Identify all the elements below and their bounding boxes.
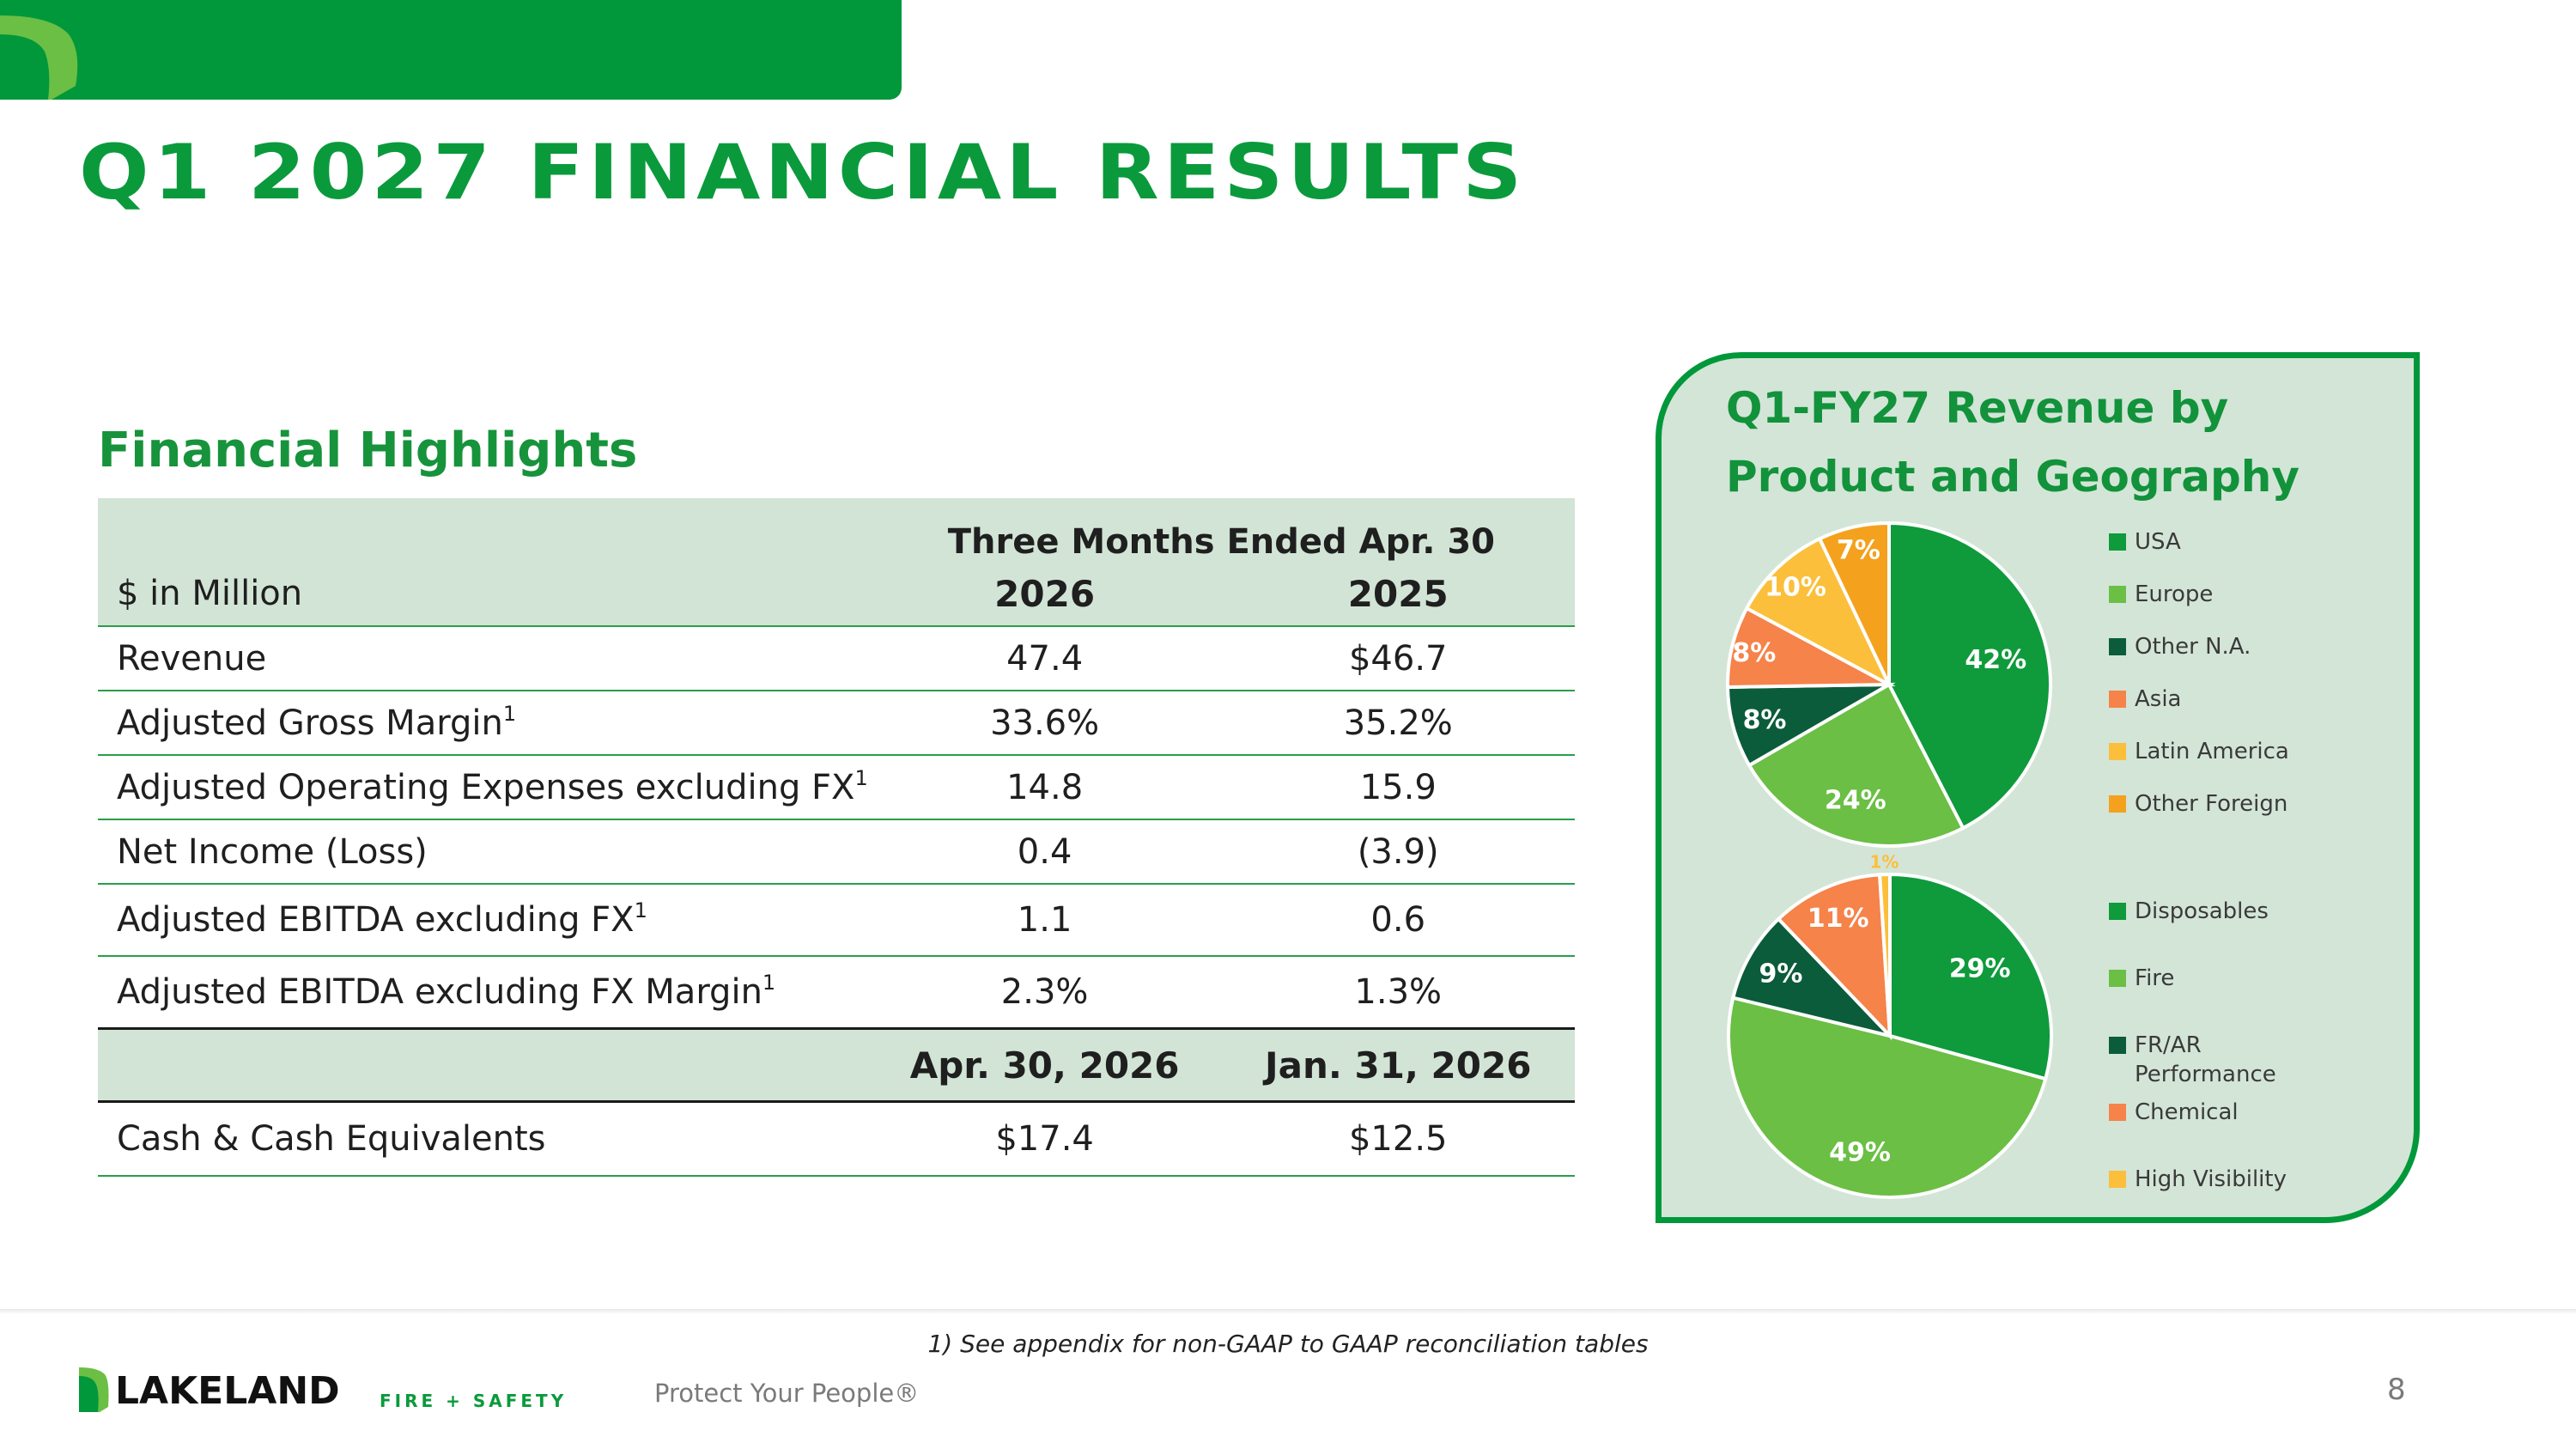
legend-swatch: [2109, 970, 2126, 987]
row-current: 0.4: [867, 819, 1222, 885]
page-title: Q1 2027 FINANCIAL RESULTS: [79, 128, 1527, 217]
row-current: 33.6%: [867, 691, 1222, 756]
legend-item: Latin America: [2109, 739, 2289, 764]
col-current: 2026: [867, 562, 1222, 627]
pie-slice-other-foreign: [1817, 521, 1891, 685]
pie-label: 7%: [1837, 535, 1880, 565]
row-prior: $46.7: [1221, 626, 1575, 691]
row-prior: $12.5: [1221, 1101, 1575, 1177]
footnote: 1) See appendix for non-GAAP to GAAP rec…: [927, 1330, 1649, 1358]
pie-label: 49%: [1829, 1138, 1891, 1168]
table-row: Net Income (Loss) 0.4 (3.9): [98, 819, 1575, 885]
row-prior: 0.6: [1221, 884, 1575, 957]
table-row: Cash & Cash Equivalents $17.4 $12.5: [98, 1101, 1575, 1177]
legend-item: Other N.A.: [2109, 634, 2251, 660]
pie-slice-chemical: [1776, 873, 1893, 1041]
lakeland-logo: LAKELAND FIRE + SAFETY: [79, 1367, 567, 1412]
row-label: Net Income (Loss): [98, 819, 868, 885]
pie-label: 11%: [1807, 904, 1869, 934]
row-label: Revenue: [98, 626, 868, 691]
table-row: Adjusted EBITDA excluding FX1 1.1 0.6: [98, 884, 1575, 957]
pie-slice-fr-ar-performance: [1730, 916, 1896, 1039]
pie-slice-latin-america: [1744, 536, 1893, 689]
table-row: Adjusted Operating Expenses excluding FX…: [98, 755, 1575, 820]
balance-col-prior: Jan. 31, 2026: [1221, 1028, 1575, 1103]
row-current: $17.4: [867, 1101, 1222, 1177]
pie-label: 42%: [1965, 645, 2026, 675]
legend-swatch: [2109, 903, 2126, 920]
legend-swatch: [2109, 586, 2126, 603]
financial-highlights-table: Three Months Ended Apr. 30 $ in Million …: [98, 498, 1575, 1177]
pie-slice-europe: [1747, 682, 1965, 848]
row-label: Adjusted EBITDA excluding FX1: [98, 884, 868, 957]
row-prior: (3.9): [1221, 819, 1575, 885]
legend-swatch: [2109, 691, 2126, 708]
header-bar: [0, 0, 902, 100]
legend-item: USA: [2109, 529, 2181, 555]
pie-slice-disposables: [1888, 872, 2053, 1081]
col-prior: 2025: [1221, 562, 1575, 627]
brand-sub: FIRE + SAFETY: [380, 1391, 567, 1411]
chart-title: Q1-FY27 Revenue by Product and Geography: [1726, 383, 2300, 502]
row-current: 47.4: [867, 626, 1222, 691]
legend-swatch: [2109, 533, 2126, 551]
legend-swatch: [2109, 1037, 2126, 1054]
legend-swatch: [2109, 1171, 2126, 1188]
legend-item: Fire: [2109, 965, 2174, 991]
table-row: Adjusted EBITDA excluding FX Margin1 2.3…: [98, 956, 1575, 1030]
row-prior: 1.3%: [1221, 956, 1575, 1030]
table-header-row: $ in Million 2026 2025: [98, 562, 1575, 627]
legend-swatch: [2109, 743, 2126, 760]
lakeland-leaf-icon: [0, 15, 78, 100]
row-current: 14.8: [867, 755, 1222, 820]
balance-col-current: Apr. 30, 2026: [867, 1028, 1222, 1103]
legend-item: High Visibility: [2109, 1166, 2287, 1192]
legend-swatch: [2109, 638, 2126, 655]
units-label: $ in Million: [98, 562, 868, 627]
table-row: Revenue 47.4 $46.7: [98, 626, 1575, 691]
legend-item: Chemical: [2109, 1099, 2239, 1125]
legend-item: Europe: [2109, 581, 2213, 607]
tagline: Protect Your People®: [654, 1379, 920, 1408]
pie-label: 10%: [1765, 573, 1826, 603]
legend-item: Other Foreign: [2109, 791, 2287, 817]
pie-label: 24%: [1825, 785, 1886, 815]
pie-label: 8%: [1743, 705, 1787, 735]
page-number: 8: [2387, 1373, 2406, 1407]
pie-slice-usa: [1887, 521, 2053, 831]
pie-label: 1%: [1869, 851, 1899, 872]
pie-slice-high-visibility: [1877, 872, 1892, 1037]
table-header-row: Three Months Ended Apr. 30: [98, 498, 1575, 562]
period-header: Three Months Ended Apr. 30: [867, 498, 1575, 562]
legend-item: Asia: [2109, 686, 2182, 712]
row-label: Cash & Cash Equivalents: [98, 1101, 868, 1177]
pie-label: 9%: [1759, 959, 1803, 989]
row-label: Adjusted Operating Expenses excluding FX…: [98, 755, 868, 820]
pie-label: 29%: [1949, 953, 2011, 983]
row-prior: 15.9: [1221, 755, 1575, 820]
section-title: Financial Highlights: [98, 423, 638, 478]
row-prior: 35.2%: [1221, 691, 1575, 756]
legend-item: FR/AR: [2109, 1032, 2202, 1058]
row-current: 1.1: [867, 884, 1222, 957]
header-blank: [98, 498, 868, 562]
pie-slice-fire: [1727, 995, 2048, 1199]
table-row: Adjusted Gross Margin1 33.6% 35.2%: [98, 691, 1575, 756]
legend-item: Disposables: [2109, 898, 2269, 924]
legend-swatch: [2109, 795, 2126, 813]
pie-label: 8%: [1732, 638, 1776, 668]
balance-header-row: Apr. 30, 2026 Jan. 31, 2026: [98, 1028, 1575, 1103]
header-blank: [98, 1028, 868, 1103]
footer-divider: [0, 1309, 2576, 1314]
row-label: Adjusted Gross Margin1: [98, 691, 868, 756]
legend-swatch: [2109, 1104, 2126, 1121]
row-label: Adjusted EBITDA excluding FX Margin1: [98, 956, 868, 1030]
brand-name: LAKELAND: [115, 1369, 340, 1412]
row-current: 2.3%: [867, 956, 1222, 1030]
legend-item-continued: Performance: [2135, 1062, 2276, 1087]
